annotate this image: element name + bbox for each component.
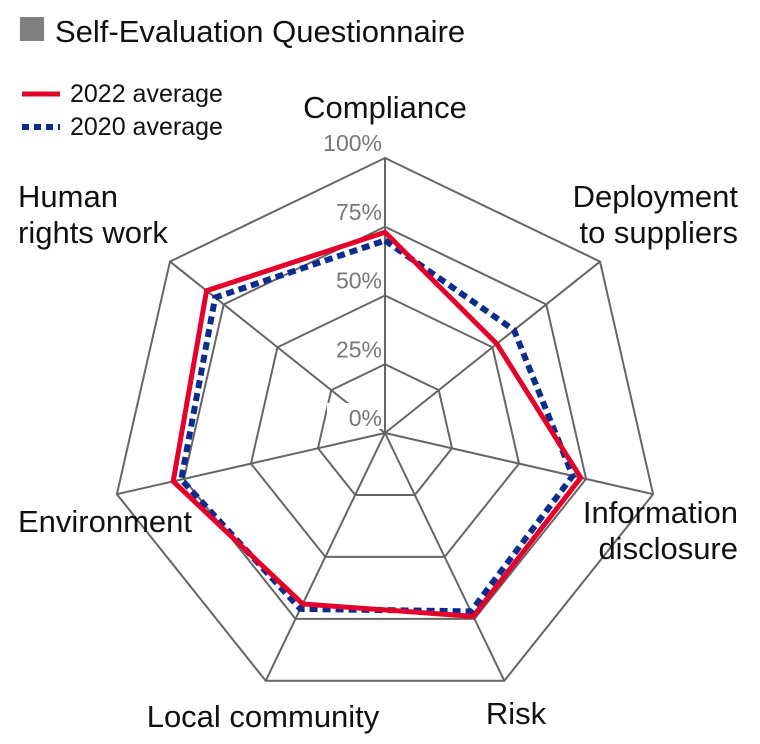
grid-spoke	[384, 432, 654, 496]
axis-label: Human rights work	[18, 179, 168, 250]
tick-label: 50%	[336, 268, 382, 294]
grid-spoke	[264, 432, 386, 682]
axis-label: Compliance	[303, 90, 467, 125]
tick-label-bg	[327, 196, 382, 223]
tick-label-bg	[327, 334, 382, 361]
grid-ring	[182, 225, 588, 620]
tick-label-bg	[327, 265, 382, 292]
axis-label: Environment	[18, 504, 192, 539]
series-line-2022-average	[170, 229, 584, 619]
grid-spoke	[384, 260, 601, 434]
grid-spoke	[116, 432, 386, 496]
legend-label-2020: 2020 average	[70, 113, 223, 141]
grid-ring	[115, 156, 655, 682]
series-line-2020-average	[178, 237, 577, 615]
grid-spoke	[384, 432, 506, 682]
axis-label: Local community	[147, 699, 380, 734]
axis-label: Risk	[486, 696, 547, 731]
grid-ring	[316, 363, 454, 496]
axis-label: Deployment to suppliers	[573, 179, 739, 250]
tick-label: 75%	[336, 199, 382, 225]
tick-label: 0%	[349, 405, 382, 431]
legend-label-2022: 2022 average	[70, 80, 223, 108]
tick-label-bg	[327, 128, 382, 154]
tick-label: 25%	[336, 336, 382, 362]
title-marker	[20, 17, 44, 41]
tick-label-bg	[327, 403, 382, 429]
grid-ring	[249, 294, 521, 558]
tick-label: 100%	[323, 130, 382, 156]
axis-label: Information disclosure	[583, 495, 738, 566]
chart-title: Self-Evaluation Questionnaire	[55, 14, 465, 49]
